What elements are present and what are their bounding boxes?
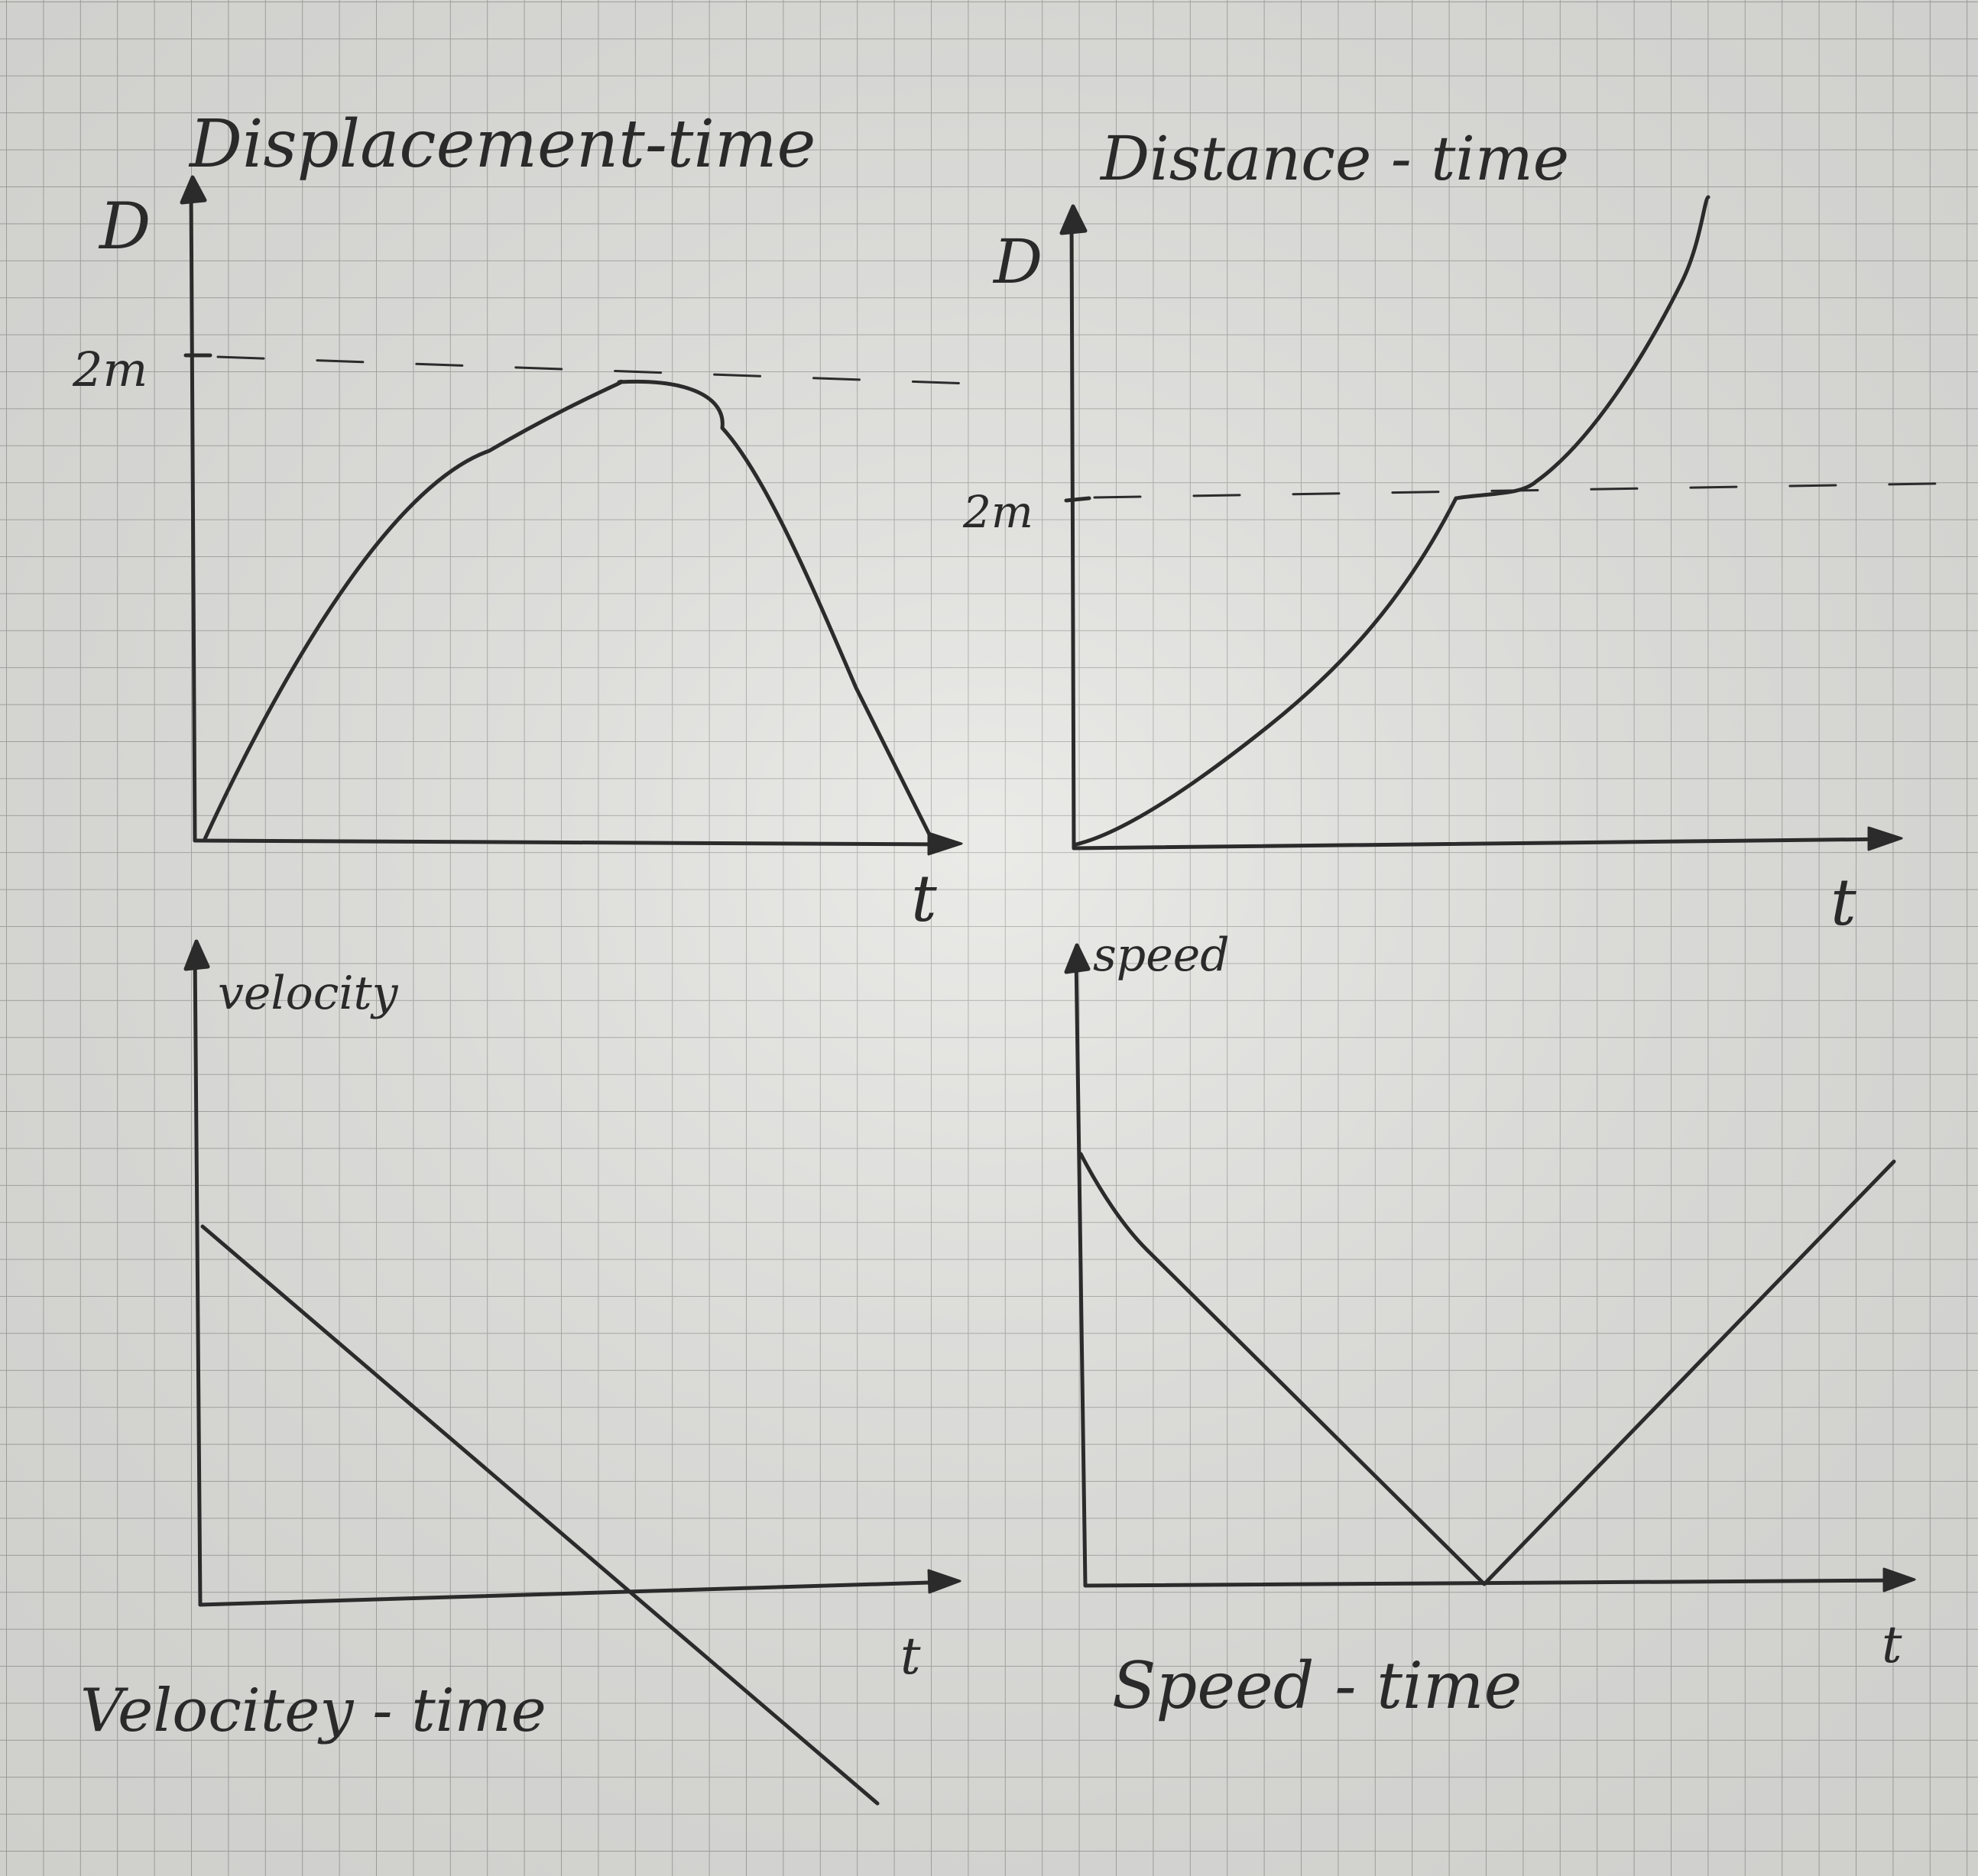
velocity-line: [200, 1224, 880, 1806]
x-axis-arrowhead: [927, 1569, 961, 1594]
reference-label: 2m: [72, 342, 148, 397]
graph-distance-time: Distance - time D 2m t: [962, 123, 1977, 940]
graph-title: Speed - time: [1112, 1648, 1522, 1723]
x-axis-label: t: [1830, 865, 1856, 940]
x-axis: [198, 1580, 956, 1607]
y-axis: [189, 185, 197, 843]
x-axis-arrowhead: [1882, 1567, 1916, 1592]
y-axis-arrowhead: [183, 939, 210, 971]
reference-dashed-line: [1093, 481, 1977, 499]
x-axis: [1072, 837, 1894, 851]
x-axis-label: t: [900, 1627, 921, 1686]
displacement-curve: [203, 379, 933, 841]
speed-line: [1078, 1152, 1896, 1586]
y-axis-label: D: [992, 226, 1043, 297]
graph-title: Velocitey - time: [80, 1677, 546, 1745]
graph-title: Distance - time: [1099, 123, 1569, 194]
x-axis: [1083, 1578, 1909, 1588]
reference-dashed-line: [216, 355, 972, 385]
x-axis-label: t: [911, 861, 937, 936]
x-axis-arrowhead: [1867, 826, 1903, 851]
y-axis-label: D: [98, 189, 151, 264]
y-axis-arrowhead: [180, 175, 207, 205]
graph-speed-time: speed t Speed - time: [1064, 928, 1916, 1723]
y-axis-arrowhead: [1064, 943, 1091, 974]
x-axis-label: t: [1882, 1615, 1902, 1674]
reference-label: 2m: [962, 486, 1033, 538]
graph-title: Displacement-time: [188, 106, 816, 183]
reference-tick: [1064, 496, 1091, 503]
y-axis-label: velocity: [218, 967, 399, 1020]
x-axis-arrowhead: [927, 831, 963, 856]
graph-displacement-time: Displacement-time D 2m t: [72, 106, 972, 936]
y-axis: [1074, 953, 1088, 1588]
graph-velocity-time: velocity t Velocitey - time: [80, 939, 961, 1806]
y-axis: [1069, 212, 1076, 851]
y-axis: [193, 949, 203, 1607]
y-axis-arrowhead: [1059, 204, 1088, 235]
distance-curve: [1074, 195, 1710, 847]
y-axis-label: speed: [1093, 928, 1230, 982]
x-axis: [193, 838, 954, 847]
